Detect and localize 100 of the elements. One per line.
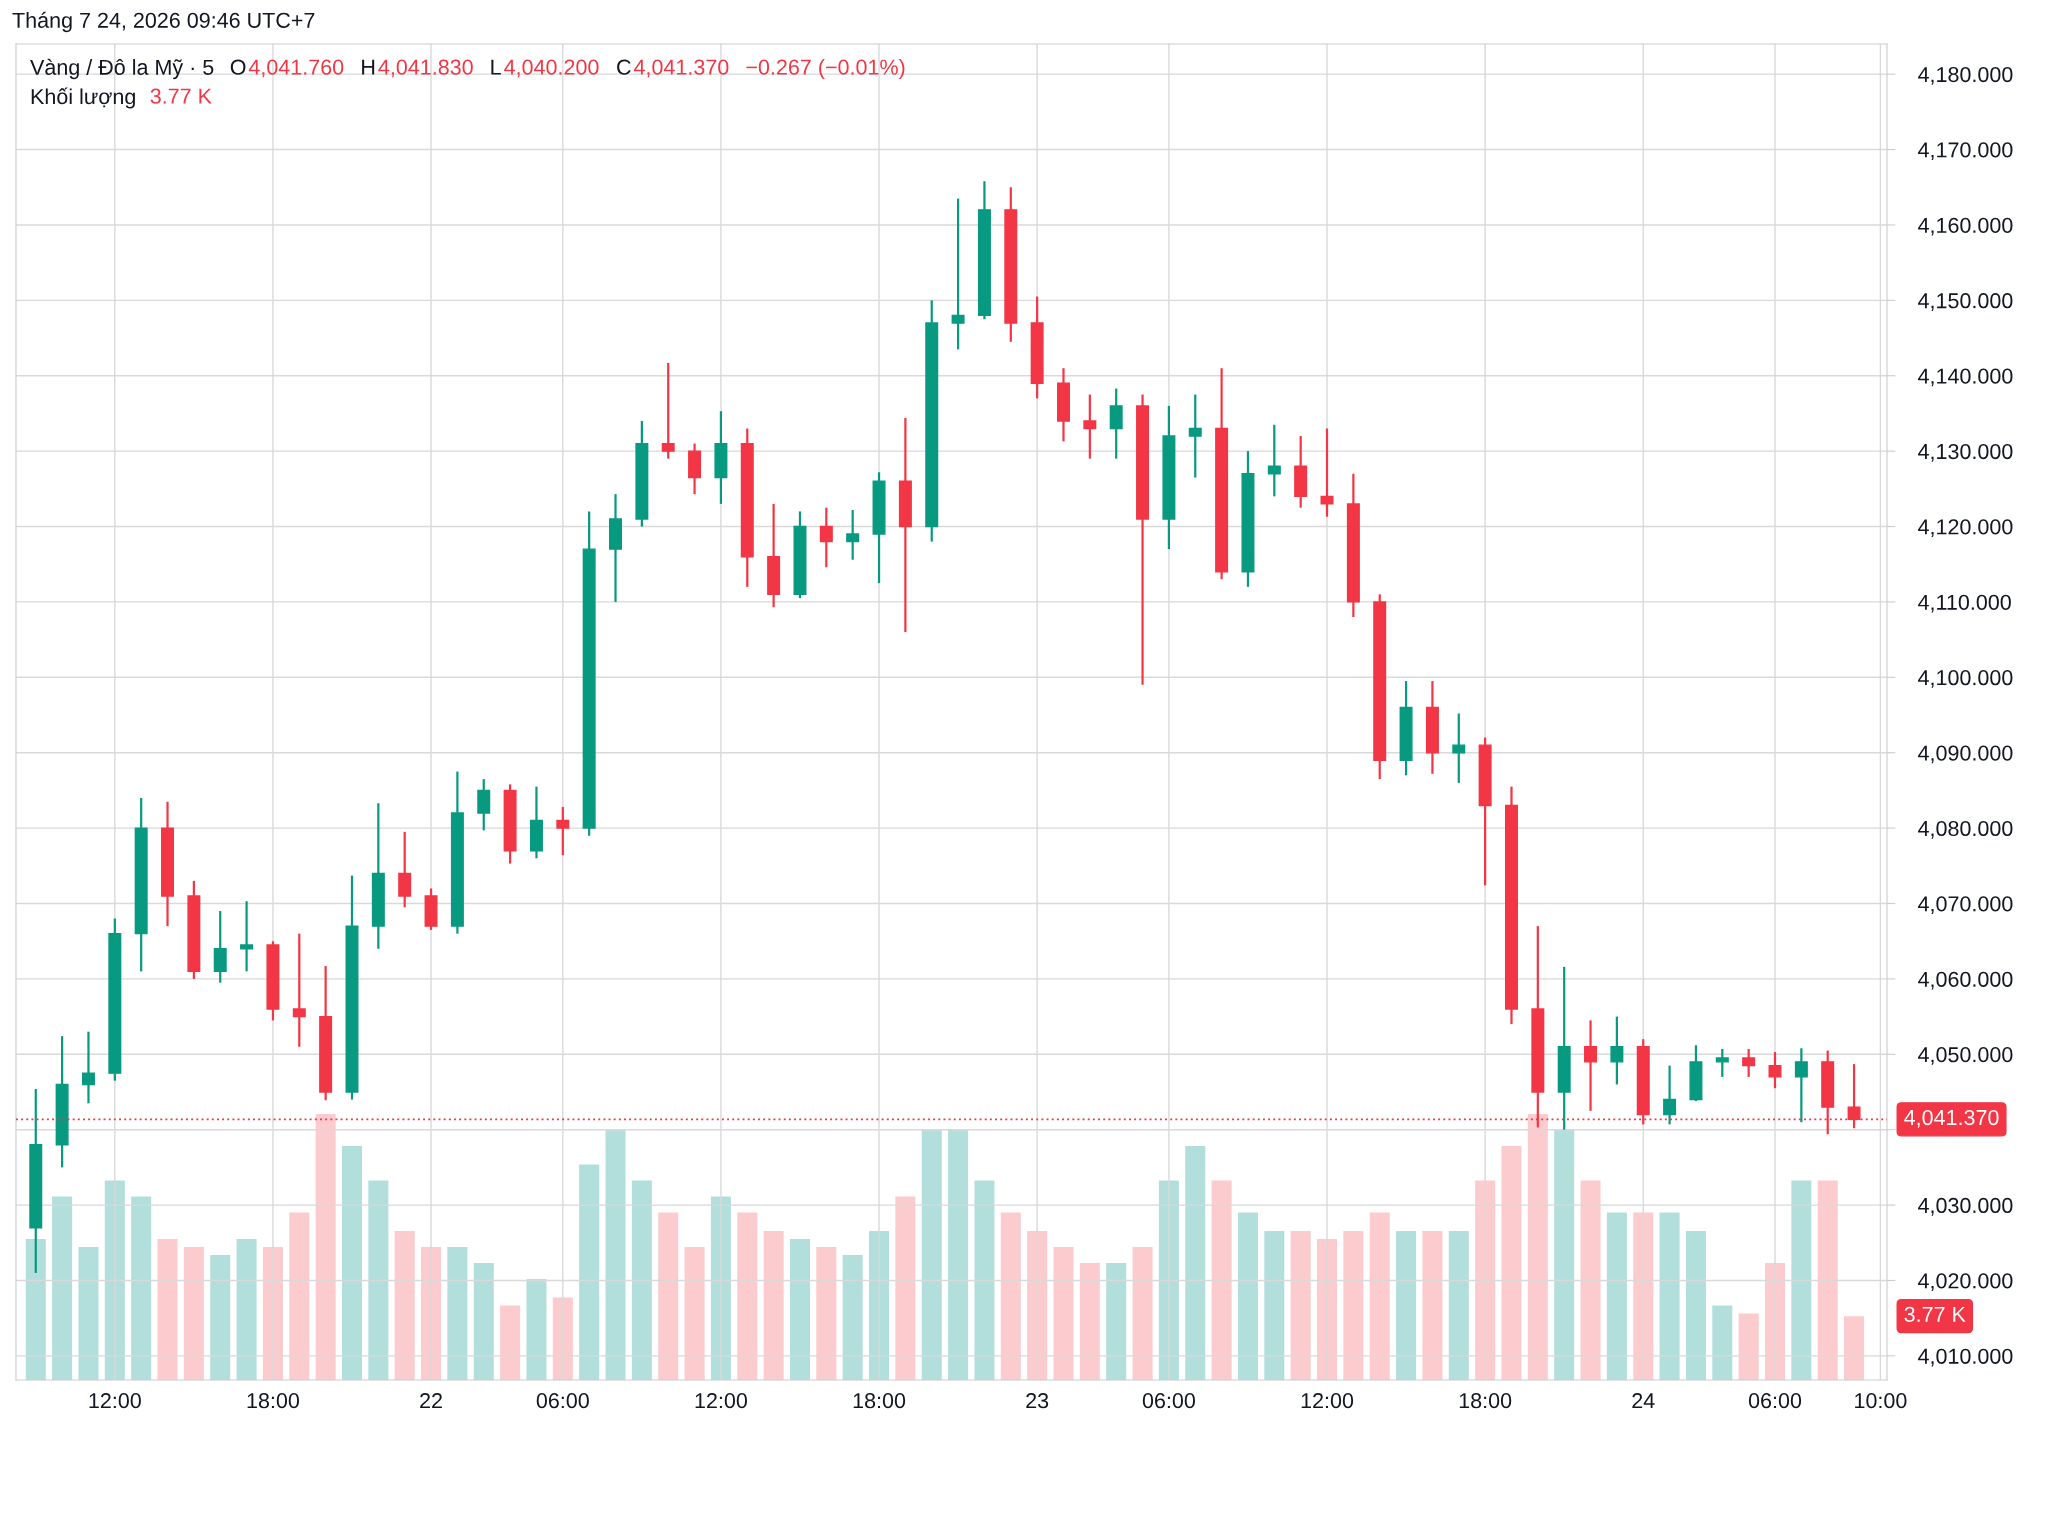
- bar: [1106, 1262, 1127, 1380]
- annotation: 4,041.760: [248, 59, 344, 78]
- bar: [1817, 1180, 1838, 1380]
- x-tick-label: 06:00: [536, 1393, 589, 1409]
- bar: [1844, 1316, 1865, 1380]
- candlestick: [398, 830, 412, 909]
- bar: [1237, 1212, 1258, 1380]
- annotation: 4,041.370: [633, 59, 729, 78]
- bar: [895, 1196, 916, 1380]
- bar: [368, 1180, 389, 1380]
- annotation: −0.267 (−0.01%): [746, 58, 905, 80]
- bar: [1554, 1129, 1575, 1380]
- bar: [658, 1212, 679, 1380]
- bar: [1369, 1212, 1390, 1380]
- bar: [737, 1212, 758, 1380]
- bar: [1685, 1231, 1706, 1380]
- bar: [183, 1247, 204, 1380]
- bar: [210, 1254, 231, 1380]
- y-tick-label: 4,140.000: [1918, 368, 2013, 387]
- bar: [631, 1180, 652, 1380]
- y-tick-label: 4,130.000: [1918, 443, 2013, 462]
- candlestick: [1715, 1047, 1729, 1079]
- bar: [579, 1164, 600, 1380]
- y-tick-label: 4,070.000: [1918, 896, 2013, 915]
- bar: [1448, 1231, 1469, 1380]
- bar: [1791, 1180, 1812, 1380]
- x-tick-label: 06:00: [1142, 1393, 1195, 1409]
- y-tick-label: 4,160.000: [1918, 217, 2013, 236]
- bar: [289, 1212, 310, 1380]
- candlestick: [1267, 423, 1281, 498]
- y-tick-label: 4,150.000: [1918, 293, 2013, 311]
- annotation: 4,041.830: [378, 59, 473, 78]
- candlestick: [1188, 393, 1202, 479]
- bar: [1053, 1247, 1074, 1380]
- x-tick-label: 10:00: [1855, 1393, 1907, 1409]
- bar: [1185, 1145, 1206, 1380]
- y-tick-label: 4,050.000: [1918, 1047, 2013, 1065]
- bar: [52, 1196, 73, 1380]
- bar: [1211, 1180, 1232, 1380]
- annotation: O: [230, 59, 246, 75]
- bar: [473, 1262, 494, 1380]
- bar: [1343, 1231, 1364, 1380]
- candlestick: [477, 777, 491, 832]
- bar: [948, 1129, 969, 1380]
- bar: [1606, 1212, 1627, 1380]
- candlestick: [1320, 427, 1334, 518]
- y-tick-label: 4,060.000: [1918, 971, 2013, 990]
- bar: [236, 1239, 257, 1380]
- bar: [447, 1247, 468, 1380]
- candlestick: [292, 932, 306, 1048]
- bar: [131, 1196, 152, 1380]
- x-tick-label: 18:00: [1459, 1393, 1512, 1409]
- bar: [78, 1247, 99, 1380]
- annotation: 3.77 K: [150, 88, 212, 104]
- bar: [1264, 1231, 1285, 1380]
- ref-line-label: 4,041.370: [1904, 1109, 1999, 1128]
- bar: [526, 1278, 547, 1380]
- annotation: Khối lượng: [31, 87, 135, 109]
- bar: [341, 1145, 362, 1380]
- y-tick-label: 4,170.000: [1918, 142, 2013, 161]
- bar: [1132, 1247, 1153, 1380]
- bar: [25, 1239, 46, 1380]
- bar: [1396, 1231, 1417, 1380]
- x-tick-label: 22: [420, 1393, 442, 1409]
- candlestick: [240, 900, 254, 973]
- bar: [684, 1247, 705, 1380]
- x-tick-label: 18:00: [247, 1393, 300, 1409]
- candlestick: [1663, 1064, 1677, 1126]
- candlestick: [1794, 1047, 1808, 1124]
- candlestick: [819, 506, 833, 569]
- candlestick: [1742, 1047, 1756, 1079]
- bar: [842, 1254, 863, 1380]
- annotation: H: [362, 59, 375, 75]
- bar: [157, 1239, 178, 1380]
- candlestick: [1083, 393, 1097, 460]
- x-tick-label: 12:00: [695, 1393, 748, 1409]
- bar: [816, 1247, 837, 1380]
- bar: [1633, 1212, 1654, 1380]
- bar: [1527, 1114, 1548, 1380]
- x-tick-label: 24: [1632, 1393, 1655, 1409]
- bar: [500, 1305, 521, 1380]
- bar: [974, 1180, 995, 1380]
- chart-subtitle: Tháng 7 24, 2026 09:46 UTC+7: [12, 11, 315, 33]
- annotation: C: [617, 59, 631, 75]
- candlestick: [661, 361, 675, 460]
- bar: [1659, 1212, 1680, 1380]
- x-tick-label: 18:00: [853, 1393, 906, 1409]
- bar: [1290, 1231, 1311, 1380]
- y-tick-label: 4,020.000: [1918, 1273, 2013, 1292]
- bar: [789, 1239, 810, 1380]
- candlestick: [1109, 387, 1123, 460]
- bar: [1079, 1262, 1100, 1380]
- bar: [1712, 1305, 1733, 1380]
- candlestick: [846, 508, 860, 561]
- candlestick: [1768, 1050, 1782, 1090]
- y-tick-label: 4,110.000: [1918, 594, 2011, 613]
- bar: [1000, 1212, 1021, 1380]
- bar: [394, 1231, 415, 1380]
- annotation: 4,040.200: [504, 59, 599, 78]
- candlestick: [951, 197, 965, 351]
